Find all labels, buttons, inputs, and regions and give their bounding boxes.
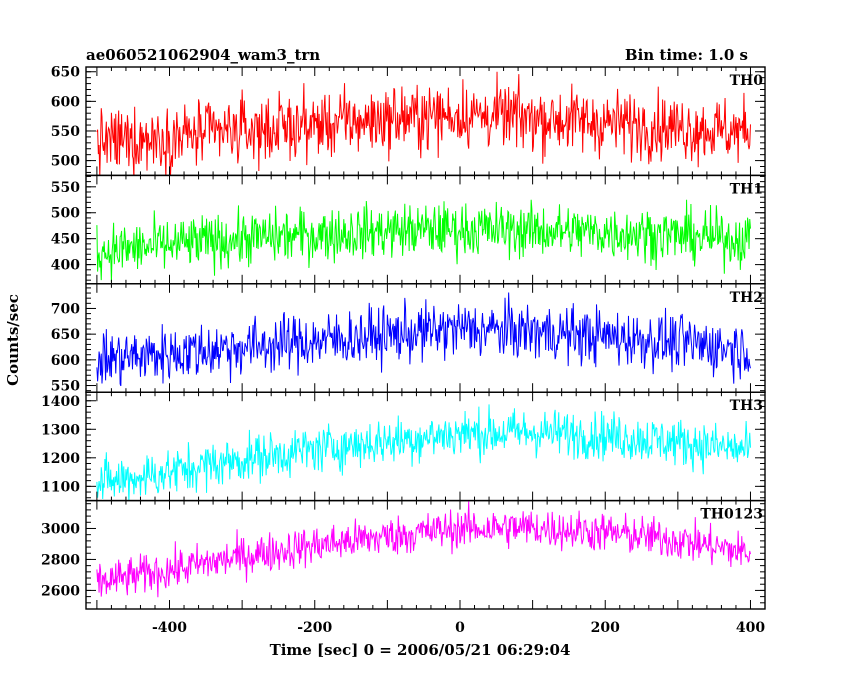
y-tick-label: 400 (51, 258, 80, 274)
series-line-th1 (96, 199, 751, 282)
panel-label-th3: TH3 (730, 398, 763, 414)
y-tick-label: 650 (51, 327, 80, 343)
y-tick-label: 2600 (41, 583, 80, 599)
y-tick-label: 600 (51, 353, 80, 369)
y-tick-label: 1300 (41, 422, 80, 438)
series-line-th3 (96, 404, 751, 501)
panel-label-th1: TH1 (730, 181, 763, 197)
y-tick-label: 550 (51, 124, 80, 140)
panel-label-th0: TH0 (730, 73, 764, 89)
panel-th2: 550 600 650 700 TH2 (51, 283, 766, 395)
x-axis-label: Time [sec] 0 = 2006/05/21 06:29:04 (270, 641, 571, 659)
y-tick-label: 500 (51, 154, 80, 170)
panel-label-th0123: TH0123 (700, 507, 763, 523)
y-tick-label: 1400 (41, 394, 80, 410)
y-tick-label: 450 (51, 232, 80, 248)
x-tick-label: 400 (736, 620, 765, 636)
y-tick-label: 550 (51, 379, 80, 395)
series-line-th0 (96, 71, 751, 176)
y-axis-label: Counts/sec (4, 294, 22, 386)
chart-title-right: Bin time: 1.0 s (625, 46, 748, 64)
panel-th3: 1100 1200 1300 1400 TH3 (41, 391, 766, 502)
y-tick-label: 700 (51, 301, 80, 317)
y-tick-label: 500 (51, 206, 80, 222)
x-tick-label: 200 (591, 620, 620, 636)
y-tick-label: 3000 (41, 521, 80, 537)
panels-group: 500 550 600 650 TH0 400 450 500 550 TH1 550 600 650 7… (41, 65, 766, 610)
chart-title-left: ae060521062904_wam3_trn (86, 46, 320, 64)
panel-frame (85, 499, 766, 610)
y-tick-label: 2800 (41, 552, 80, 568)
series-line-th0123 (96, 501, 751, 598)
y-tick-label: 650 (51, 65, 80, 81)
x-tick-label: -200 (297, 620, 332, 636)
panel-label-th2: TH2 (730, 290, 763, 306)
y-tick-label: 1200 (41, 451, 80, 467)
x-tick-label: 0 (455, 620, 465, 636)
x-tick-label: -400 (152, 620, 187, 636)
panel-th1: 400 450 500 550 TH1 (51, 174, 766, 285)
x-axis: -400 -200 0 200 400 (152, 620, 765, 636)
y-tick-label: 1100 (41, 479, 80, 495)
y-tick-label: 550 (51, 180, 80, 196)
series-line-th2 (96, 292, 751, 387)
panel-th0: 500 550 600 650 TH0 (51, 65, 766, 177)
y-tick-label: 600 (51, 94, 80, 110)
panel-th0123: 2600 2800 3000 TH0123 (41, 499, 766, 610)
